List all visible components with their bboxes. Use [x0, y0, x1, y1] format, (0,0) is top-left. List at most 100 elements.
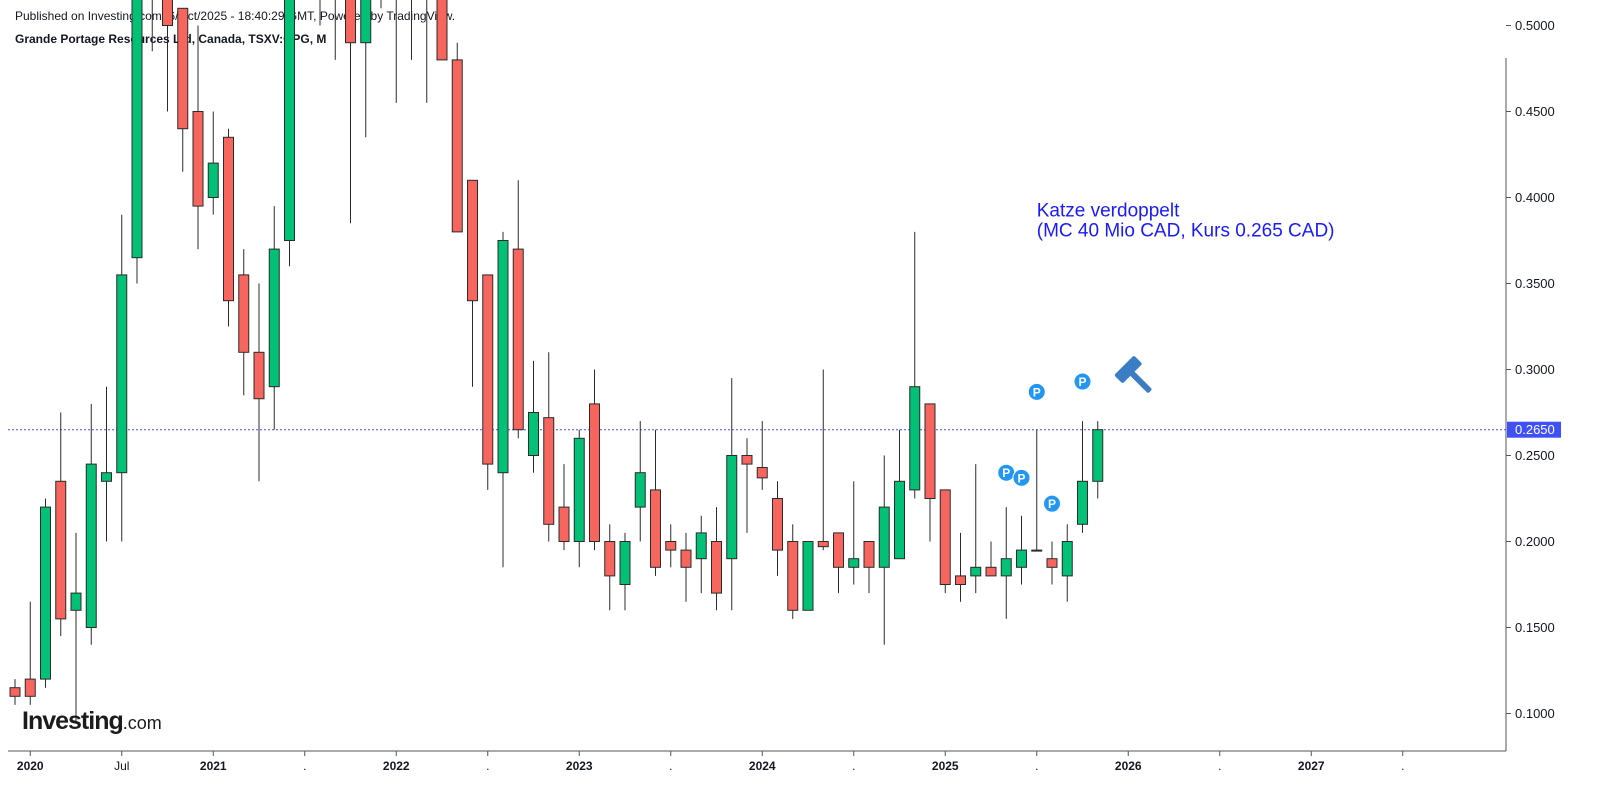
- candle: [772, 481, 783, 576]
- gavel-icon: [1114, 356, 1152, 393]
- candle-body-up: [802, 541, 814, 611]
- candle: [411, 0, 412, 60]
- candle-body-down: [665, 541, 677, 551]
- candle: [223, 128, 234, 327]
- candle-body-down: [817, 541, 829, 548]
- marker-circle: [1027, 382, 1046, 401]
- candle-body-down: [24, 678, 36, 697]
- candle-body-up: [619, 541, 631, 585]
- candle: [1031, 429, 1043, 552]
- candle-body-down: [253, 351, 265, 400]
- candle: [162, 0, 173, 112]
- candle-body-down: [863, 541, 875, 568]
- candle-body-up: [894, 480, 905, 560]
- candle-body-down: [924, 403, 936, 499]
- candle: [634, 421, 646, 542]
- candle-body-up: [1092, 429, 1104, 482]
- y-tick-label: 0.3500: [1515, 276, 1555, 291]
- candle: [909, 231, 921, 499]
- candle-body-up: [1061, 541, 1073, 577]
- candle: [1061, 524, 1073, 602]
- candle: [512, 180, 524, 439]
- candle-body-up: [970, 566, 982, 577]
- x-tick-label: .: [852, 759, 855, 773]
- candle-body-up: [268, 248, 280, 388]
- x-tick-label: 2027: [1298, 759, 1325, 773]
- current-price-tag: [1507, 421, 1561, 438]
- candle-body-down: [9, 687, 21, 697]
- candle-body-down: [162, 0, 173, 26]
- x-tick-label: .: [1401, 759, 1404, 773]
- candle-body-up: [101, 472, 112, 482]
- candle: [680, 532, 692, 602]
- candle: [497, 231, 509, 568]
- x-tick-label: 2022: [383, 759, 410, 773]
- candle: [817, 369, 829, 551]
- marker-circle: [1012, 468, 1031, 487]
- gavel-handle: [1130, 371, 1152, 393]
- candle: [55, 412, 67, 637]
- candle: [151, 0, 153, 52]
- candle: [1092, 421, 1104, 499]
- marker-label: P: [1078, 375, 1086, 389]
- candle-body-down: [711, 541, 722, 594]
- candle: [650, 429, 661, 576]
- y-tick-label: 0.2000: [1515, 534, 1555, 549]
- news-marker: P: [1027, 382, 1046, 401]
- candle: [131, 0, 143, 284]
- candle: [756, 421, 768, 490]
- news-marker: P: [997, 463, 1016, 482]
- candle-body-up: [40, 506, 51, 680]
- candle-body-down: [955, 575, 966, 586]
- candle: [451, 42, 463, 233]
- x-tick-label: .: [1035, 759, 1038, 773]
- candle-body-down: [772, 498, 783, 551]
- news-marker: P: [1043, 494, 1061, 513]
- candle-body-up: [497, 240, 509, 474]
- logo-text: Investing: [22, 707, 124, 735]
- marker-label: P: [1033, 385, 1041, 399]
- candle-body-down: [787, 541, 799, 611]
- candle: [238, 249, 250, 396]
- annotation-line: (MC 40 Mio CAD, Kurs 0.265 CAD): [1037, 220, 1335, 241]
- candle: [970, 464, 982, 594]
- candle-body-up: [878, 506, 890, 568]
- candle-body-down: [512, 248, 524, 431]
- candle: [395, 0, 397, 103]
- candle: [741, 438, 753, 533]
- candle-body-up: [360, 0, 372, 44]
- candle-body-up: [1077, 480, 1088, 525]
- x-tick-label: .: [303, 759, 306, 773]
- candle-body-down: [177, 7, 189, 130]
- chart-title: Grande Portage Resources Ltd, Canada, TS…: [15, 32, 327, 46]
- candle: [192, 25, 204, 250]
- candle-body-down: [650, 489, 661, 568]
- x-tick-label: 2025: [932, 759, 959, 773]
- candle-body-down: [589, 403, 600, 542]
- candle: [985, 541, 997, 577]
- marker-circle: [1043, 494, 1061, 513]
- candle: [101, 386, 112, 542]
- candle: [85, 403, 97, 645]
- candle-body-down: [1046, 558, 1058, 568]
- x-tick-label: 2026: [1115, 759, 1142, 773]
- logo-suffix: .com: [122, 713, 162, 733]
- x-tick-label: 2024: [749, 759, 776, 773]
- candle-body-down: [680, 549, 692, 568]
- x-tick-label: .: [1218, 759, 1221, 773]
- candle: [848, 481, 860, 585]
- candle: [939, 489, 951, 594]
- candle-body-up: [573, 437, 585, 542]
- news-marker: P: [1012, 468, 1031, 487]
- candle-body-up: [1000, 558, 1012, 577]
- candle: [380, 0, 382, 9]
- candle-body-down: [756, 467, 768, 479]
- candle-body-up: [207, 162, 219, 199]
- candle: [284, 0, 295, 267]
- y-tick-label: 0.1500: [1515, 620, 1555, 635]
- candle: [604, 524, 616, 611]
- candle-body-up: [85, 463, 97, 628]
- y-tick-label: 0.4000: [1515, 190, 1555, 205]
- candle: [558, 464, 570, 551]
